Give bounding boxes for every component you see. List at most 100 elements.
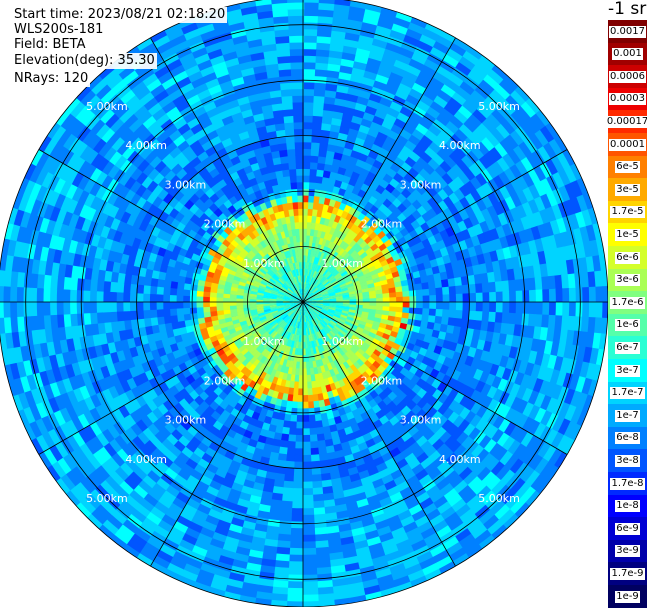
heatmap-cell (449, 310, 457, 319)
heatmap-cell (156, 301, 163, 309)
heatmap-cell (303, 175, 310, 182)
heatmap-cell (303, 75, 316, 83)
heatmap-cell (23, 286, 31, 302)
heatmap-cell (297, 408, 303, 415)
heatmap-cell (70, 289, 78, 302)
heatmap-cell (382, 293, 390, 298)
heatmap-cell (522, 302, 530, 315)
heatmap-cell (89, 301, 97, 313)
heatmap-cell (289, 548, 303, 556)
heatmap-cell (310, 162, 318, 170)
heatmap-cell (156, 309, 164, 318)
heatmap-cell (298, 388, 303, 395)
heatmap-cell (287, 581, 303, 589)
heatmap-cell (303, 162, 311, 169)
heatmap-cell (595, 302, 603, 319)
heatmap-cell (3, 301, 11, 318)
heatmap-cell (23, 301, 31, 317)
heatmap-cell (296, 415, 303, 423)
heatmap-cell (449, 286, 457, 295)
heatmap-cell (76, 301, 84, 314)
heatmap-cell (442, 309, 450, 318)
heatmap-cell (303, 215, 308, 222)
heatmap-cell (76, 289, 84, 302)
heatmap-cell (455, 285, 463, 294)
heatmap-cell (143, 285, 151, 294)
heatmap-cell (196, 296, 203, 302)
heatmap-cell (298, 382, 303, 389)
heatmap-cell (429, 309, 437, 317)
heatmap-cell (176, 308, 184, 316)
heatmap-cell (309, 421, 317, 429)
heatmap-cell (163, 294, 170, 302)
heatmap-cell (502, 302, 510, 314)
heatmap-cell (429, 302, 437, 310)
heatmap-cell (303, 42, 318, 50)
heatmap-cell (302, 594, 319, 602)
heatmap-cell (303, 402, 309, 409)
heatmap-cell (303, 22, 319, 30)
heatmap-cell (43, 301, 51, 316)
heatmap-cell (295, 435, 303, 442)
heatmap-cell (293, 481, 304, 489)
heatmap-cell (296, 422, 303, 429)
heatmap-cell (123, 301, 131, 311)
heatmap-cell (303, 88, 315, 96)
heatmap-cell (30, 301, 38, 316)
heatmap-cell (310, 169, 318, 177)
heatmap-cell (288, 555, 303, 563)
heatmap-cell (169, 302, 176, 310)
heatmap-cell (295, 442, 303, 450)
heatmap-cell (306, 368, 311, 376)
heatmap-cell (303, 2, 320, 10)
heatmap-cell (303, 188, 309, 195)
heatmap-cell (482, 302, 490, 313)
heatmap-cell (302, 435, 310, 442)
heatmap-cell (302, 561, 317, 569)
heatmap-cell (296, 428, 304, 436)
heatmap-cell (308, 408, 315, 416)
heatmap-cell (302, 508, 314, 516)
heatmap-cell (297, 402, 303, 409)
heatmap-cell (416, 296, 423, 303)
heatmap-cell (216, 302, 223, 307)
heatmap-cell (308, 401, 314, 409)
heatmap-cell (589, 302, 597, 319)
heatmap-cell (216, 306, 224, 311)
heatmap-cell (435, 309, 443, 317)
heatmap-cell (36, 301, 44, 316)
heatmap-cell (302, 488, 313, 496)
heatmap-cell (307, 381, 312, 389)
heatmap-cell (303, 122, 313, 130)
heatmap-cell (143, 309, 151, 318)
heatmap-cell (63, 301, 71, 315)
heatmap-cell (302, 588, 319, 596)
heatmap-cell (311, 149, 320, 157)
heatmap-cell (575, 302, 583, 318)
heatmap-cell (542, 289, 550, 303)
heatmap-cell (303, 62, 317, 70)
heatmap-cell (290, 528, 303, 536)
heatmap-cell (143, 301, 151, 310)
heatmap-cell (303, 428, 311, 435)
heatmap-cell (302, 548, 316, 556)
heatmap-cell (542, 302, 550, 316)
heatmap-cell (522, 290, 530, 303)
heatmap-cell (49, 288, 57, 302)
heatmap-cell (203, 302, 210, 308)
heatmap-cell (383, 297, 390, 302)
heatmap-cell (176, 295, 183, 302)
heatmap-cell (502, 291, 510, 303)
heatmap-cell (203, 296, 210, 302)
heatmap-cell (209, 306, 217, 312)
heatmap-cell (416, 302, 424, 309)
heatmap-cell (569, 302, 577, 317)
heatmap-cell (310, 454, 319, 462)
heatmap-cell (56, 288, 64, 302)
heatmap-cell (196, 302, 203, 308)
heatmap-cell (123, 292, 131, 302)
heatmap-cell (396, 302, 403, 308)
heatmap-cell (489, 302, 497, 313)
heatmap-cell (496, 292, 504, 303)
